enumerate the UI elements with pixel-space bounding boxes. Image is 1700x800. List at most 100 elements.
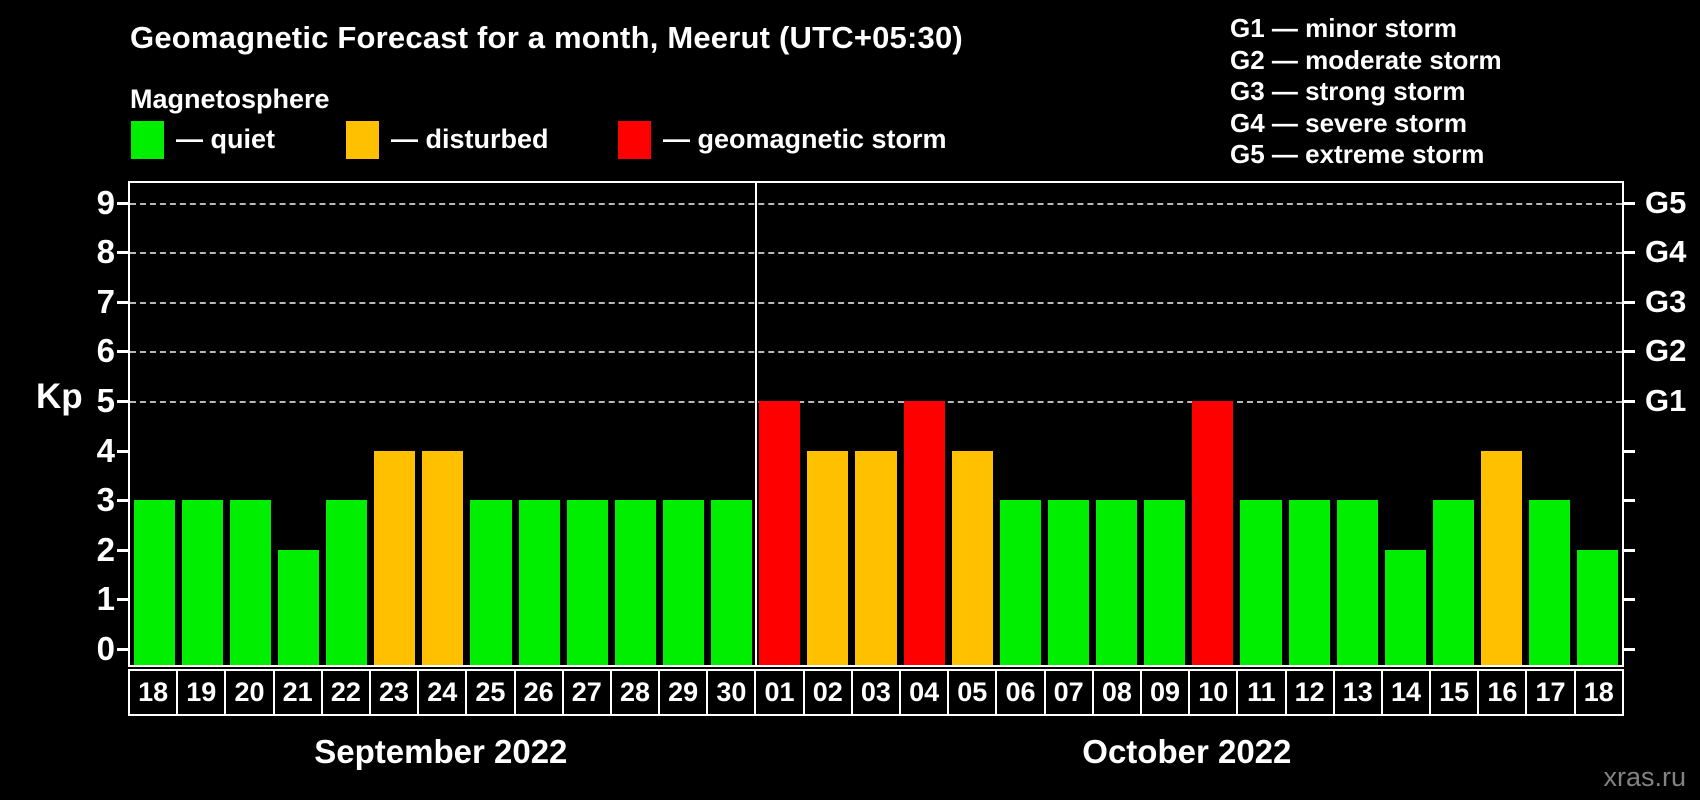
- kp-bar-07: [1047, 500, 1090, 665]
- storm-swatch-icon: [618, 121, 651, 159]
- date-box-sep-21: 21: [272, 669, 323, 716]
- kp-bar-24: [422, 450, 464, 665]
- date-box-sep-22: 22: [320, 669, 371, 716]
- date-box-oct-12: 12: [1284, 669, 1335, 716]
- legend-label-disturbed: — disturbed: [391, 124, 549, 154]
- kp-bar-03: [855, 450, 897, 665]
- quiet-swatch-icon: [131, 121, 164, 159]
- g-legend-line-4: G4 — severe storm: [1230, 107, 1468, 138]
- right-label-G1: G1: [1645, 383, 1687, 418]
- kp-bar-23: [374, 450, 416, 665]
- left-tick-kp-3: [117, 499, 128, 503]
- date-box-oct-01: 01: [754, 669, 805, 716]
- date-box-oct-17: 17: [1525, 669, 1576, 716]
- right-label-G5: G5: [1645, 184, 1687, 220]
- y-label-4: 4: [96, 431, 115, 469]
- y-label-3: 3: [96, 481, 115, 519]
- y-label-1: 1: [96, 580, 115, 618]
- right-tick-kp-0: [1624, 648, 1635, 651]
- kp-bar-28: [614, 500, 656, 665]
- right-tick-kp-6: [1624, 350, 1635, 354]
- date-box-oct-02: 02: [802, 669, 853, 716]
- right-tick-kp-3: [1624, 499, 1635, 503]
- kp-bar-10: [1192, 401, 1234, 665]
- kp-bar-06: [999, 500, 1041, 665]
- date-box-oct-13: 13: [1332, 669, 1383, 716]
- left-tick-kp-2: [117, 548, 128, 552]
- plot-inner: [117, 183, 1635, 665]
- date-box-sep-28: 28: [609, 669, 661, 716]
- right-tick-kp-9: [1624, 201, 1635, 205]
- g-legend-line-3: G3 — strong storm: [1230, 76, 1466, 106]
- date-box-oct-11: 11: [1236, 669, 1287, 716]
- date-box-sep-25: 25: [465, 669, 516, 716]
- date-box-sep-19: 19: [176, 669, 227, 716]
- date-box-sep-29: 29: [658, 669, 709, 716]
- kp-bar-30: [711, 500, 753, 665]
- left-tick-kp-6: [117, 350, 128, 354]
- right-label-G3: G3: [1645, 283, 1687, 319]
- y-label-6: 6: [96, 332, 115, 370]
- kp-bar-22: [326, 500, 368, 665]
- kp-bar-05: [951, 450, 993, 665]
- g-legend-line-2: G2 — moderate storm: [1230, 44, 1502, 75]
- date-box-oct-14: 14: [1380, 669, 1432, 716]
- y-label-5: 5: [96, 382, 115, 419]
- kp-bar-01: [759, 401, 801, 665]
- kp-bar-25: [470, 500, 512, 665]
- kp-bar-14: [1384, 549, 1426, 665]
- right-tick-kp-7: [1624, 300, 1635, 304]
- left-tick-kp-4: [117, 449, 128, 453]
- date-box-oct-08: 08: [1091, 669, 1142, 716]
- date-box-sep-24: 24: [417, 669, 468, 716]
- right-tick-kp-2: [1624, 548, 1635, 552]
- date-box-sep-20: 20: [224, 669, 275, 716]
- kp-bar-16: [1481, 450, 1523, 665]
- date-box-sep-30: 30: [706, 669, 757, 716]
- date-box-sep-27: 27: [561, 669, 612, 716]
- date-axis: 18 19 20 21 22 23 24 25 26 27 28 29 30 01 02 03 04 05 06 07…: [128, 669, 1624, 716]
- date-box-oct-03: 03: [850, 669, 901, 716]
- date-box-oct-07: 07: [1043, 669, 1094, 716]
- date-box-oct-15: 15: [1429, 669, 1480, 716]
- kp-bar-02: [807, 450, 849, 665]
- gridline-kp-6: [130, 351, 1622, 354]
- y-axis-title: Kp: [36, 377, 83, 416]
- kp-bar-15: [1432, 500, 1475, 665]
- kp-bar-21: [277, 549, 319, 665]
- kp-bar-19: [181, 500, 223, 665]
- date-box-oct-18: 18: [1573, 669, 1624, 716]
- right-tick-kp-4: [1624, 449, 1635, 453]
- kp-bar-09: [1144, 500, 1186, 665]
- kp-bar-27: [566, 500, 608, 665]
- g-scale-legend: G1 — minor storm G2 — moderate storm G3 — …: [1230, 13, 1502, 171]
- right-tick-kp-8: [1624, 251, 1635, 255]
- kp-bar-29: [662, 500, 705, 665]
- kp-bar-18: [1577, 549, 1619, 665]
- left-tick-kp-0: [117, 648, 128, 651]
- y-label-8: 8: [96, 233, 115, 271]
- kp-bar-08: [1096, 500, 1138, 665]
- gridline-kp-8: [130, 252, 1622, 255]
- plot-area: [117, 181, 1635, 667]
- y-label-0: 0: [96, 630, 115, 667]
- month-label-october: October 2022: [1082, 733, 1292, 770]
- left-tick-kp-1: [117, 598, 128, 602]
- date-box-sep-23: 23: [368, 669, 420, 716]
- kp-bar-18: [133, 500, 175, 665]
- y-label-2: 2: [96, 530, 115, 568]
- chart-title: Geomagnetic Forecast for a month, Meerut…: [130, 20, 963, 55]
- date-box-oct-16: 16: [1477, 669, 1528, 716]
- month-label-september: September 2022: [314, 733, 568, 770]
- kp-bar-17: [1529, 500, 1571, 665]
- right-label-G2: G2: [1645, 333, 1687, 369]
- left-tick-kp-9: [117, 201, 128, 205]
- date-box-oct-09: 09: [1139, 669, 1191, 716]
- left-tick-kp-5: [117, 400, 128, 403]
- g-legend-line-1: G1 — minor storm: [1230, 13, 1457, 43]
- right-label-G4: G4: [1645, 234, 1687, 270]
- watermark: xras.ru: [1603, 762, 1686, 792]
- left-tick-kp-8: [117, 251, 128, 255]
- y-label-7: 7: [96, 282, 115, 320]
